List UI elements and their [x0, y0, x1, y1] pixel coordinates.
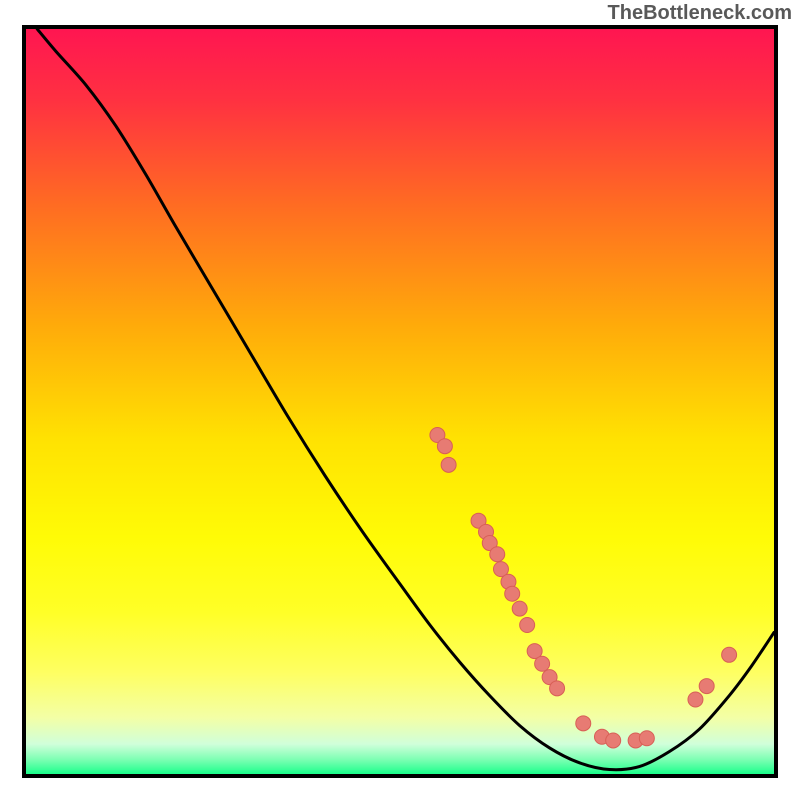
- plot-border: [22, 25, 778, 778]
- watermark-text: TheBottleneck.com: [608, 2, 792, 25]
- chart-root: TheBottleneck.com: [0, 0, 800, 800]
- plot-area: [22, 25, 778, 778]
